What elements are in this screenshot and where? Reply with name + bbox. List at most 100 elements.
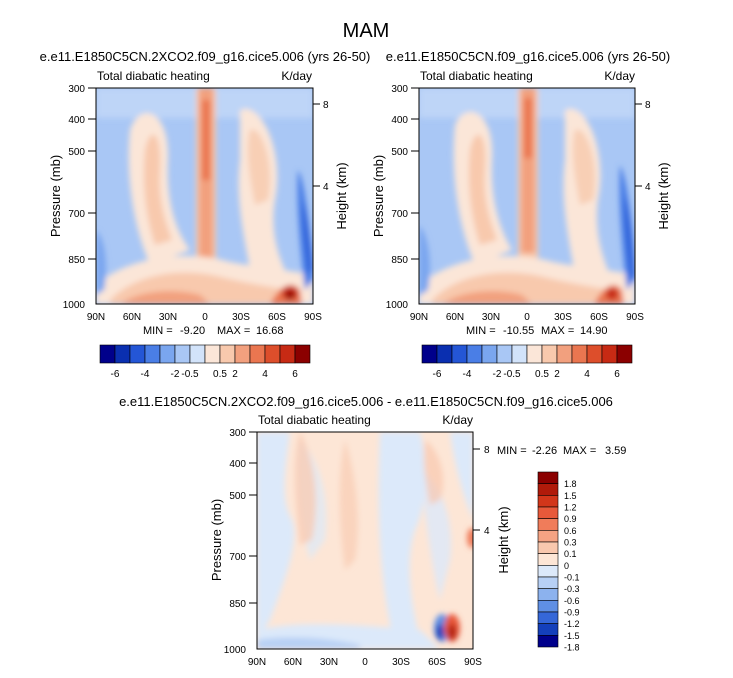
x-tick-label: 90N	[87, 312, 105, 323]
max-value: 3.59	[605, 445, 626, 457]
colorbar-tick-label: 1.2	[564, 503, 577, 513]
colorbar-swatch	[537, 565, 559, 578]
colorbar-swatch	[219, 344, 236, 364]
colorbar-tick-label: -4	[141, 369, 150, 380]
colorbar-swatch	[99, 344, 116, 364]
colorbar-swatch	[421, 344, 438, 364]
panel-2: e.e11.E1850C5CN.f09_g16.cice5.006 (yrs 2…	[371, 49, 671, 380]
panel-1-left-label: Total diabatic heating	[97, 69, 210, 83]
x-tick-label: 0	[202, 312, 208, 323]
colorbar-tick-label: -0.6	[564, 596, 580, 606]
y2-tick-label: 8	[484, 445, 490, 456]
y-tick-label: 300	[68, 84, 85, 95]
colorbar-tick-label: -0.3	[564, 584, 580, 594]
panel-2-y2label: Height (km)	[656, 162, 671, 229]
x-tick-label: 90N	[410, 312, 428, 323]
min-label: MIN =	[466, 325, 496, 337]
panel-1-title: e.e11.E1850C5CN.2XCO2.f09_g16.cice5.006 …	[40, 49, 371, 64]
panel-2-stats: MIN = -10.55 MAX = 14.90	[466, 325, 608, 337]
min-label: MIN =	[497, 445, 527, 457]
y-tick-label: 400	[229, 459, 246, 470]
colorbar-tick-label: 1.8	[564, 479, 577, 489]
y2-tick-label: 8	[323, 100, 329, 111]
panel-3-title: e.e11.E1850C5CN.2XCO2.f09_g16.cice5.006 …	[119, 394, 613, 409]
panel-1-right-label: K/day	[281, 69, 312, 83]
colorbar-swatch	[481, 344, 498, 364]
y-tick-label: 1000	[224, 645, 247, 656]
panel-1: e.e11.E1850C5CN.2XCO2.f09_g16.cice5.006 …	[40, 49, 371, 380]
colorbar-swatch	[189, 344, 206, 364]
y-tick-label: 850	[229, 599, 246, 610]
colorbar-tick-label: 2	[554, 369, 560, 380]
colorbar-tick-label: 2	[232, 369, 238, 380]
min-label: MIN =	[143, 325, 173, 337]
y2-tick-label: 8	[645, 100, 651, 111]
max-value: 16.68	[256, 325, 284, 337]
colorbar-swatch	[537, 635, 559, 648]
colorbar-swatch	[234, 344, 251, 364]
colorbar-swatch	[571, 344, 588, 364]
panel-3-colorbar: 1.81.51.20.90.60.30.10-0.1-0.3-0.6-0.9-1…	[537, 471, 580, 653]
x-tick-label: 30N	[482, 312, 500, 323]
colorbar-tick-label: -0.1	[564, 573, 580, 583]
panel-3-y2-ticks: 8 4	[473, 445, 490, 537]
panel-3-y-ticks: 300 400 500 700 850 1000	[224, 428, 257, 656]
panel-1-y2-ticks: 8 4	[313, 100, 329, 193]
colorbar-swatch	[204, 344, 221, 364]
max-label: MAX =	[541, 325, 574, 337]
panel-2-left-label: Total diabatic heating	[420, 69, 533, 83]
max-value: 14.90	[580, 325, 608, 337]
colorbar-swatch	[537, 611, 559, 624]
y-tick-label: 850	[68, 255, 85, 266]
panel-1-ylabel: Pressure (mb)	[48, 155, 63, 237]
colorbar-tick-label: 0.3	[564, 538, 577, 548]
colorbar-swatch	[537, 588, 559, 601]
min-value: -9.20	[180, 325, 205, 337]
max-label: MAX =	[217, 325, 250, 337]
colorbar-swatch	[159, 344, 176, 364]
x-tick-label: 90N	[248, 657, 266, 668]
min-value: -10.55	[503, 325, 534, 337]
colorbar-swatch	[466, 344, 483, 364]
colorbar-swatch	[174, 344, 191, 364]
panel-1-x-ticks: 90N 60N 30N 0 30S 60S 90S	[87, 312, 322, 323]
y-tick-label: 500	[68, 147, 85, 158]
panel-2-colorbar: -6 -4 -2 -0.5 0.5 2 4 6	[421, 344, 633, 380]
colorbar-tick-label: -0.9	[564, 608, 580, 618]
colorbar-swatch	[537, 553, 559, 566]
panel-3-left-label: Total diabatic heating	[258, 413, 371, 427]
colorbar-tick-label: -1.8	[564, 643, 580, 653]
panel-3-x-ticks: 90N 60N 30N 0 30S 60S 90S	[248, 657, 482, 668]
colorbar-tick-label: -0.5	[181, 369, 199, 380]
colorbar-swatch	[114, 344, 131, 364]
max-label: MAX =	[563, 445, 596, 457]
colorbar-tick-label: 4	[584, 369, 590, 380]
x-tick-label: 30S	[554, 312, 572, 323]
panel-2-title: e.e11.E1850C5CN.f09_g16.cice5.006 (yrs 2…	[386, 49, 671, 64]
y-tick-label: 850	[391, 255, 408, 266]
colorbar-tick-label: 6	[614, 369, 620, 380]
panel-3-right-label: K/day	[442, 413, 473, 427]
x-tick-label: 60N	[123, 312, 141, 323]
panel-1-colorbar: -6 -4 -2 -0.5 0.5 2 4 6	[99, 344, 311, 380]
colorbar-swatch	[496, 344, 513, 364]
x-tick-label: 60N	[284, 657, 302, 668]
colorbar-tick-label: 0	[564, 561, 569, 571]
y-tick-label: 700	[229, 552, 246, 563]
x-tick-label: 60S	[428, 657, 446, 668]
x-tick-label: 0	[524, 312, 530, 323]
min-value: -2.26	[532, 445, 557, 457]
colorbar-swatch	[537, 530, 559, 543]
x-tick-label: 60N	[446, 312, 464, 323]
colorbar-tick-label: -6	[433, 369, 442, 380]
panel-2-ylabel: Pressure (mb)	[371, 155, 386, 237]
y-tick-label: 700	[391, 209, 408, 220]
x-tick-label: 30N	[159, 312, 177, 323]
colorbar-swatch	[144, 344, 161, 364]
colorbar-tick-label: -1.5	[564, 631, 580, 641]
colorbar-swatch	[537, 623, 559, 636]
panel-2-y2-ticks: 8 4	[635, 100, 651, 193]
y-tick-label: 400	[68, 115, 85, 126]
colorbar-swatch	[537, 483, 559, 496]
x-tick-label: 60S	[268, 312, 286, 323]
